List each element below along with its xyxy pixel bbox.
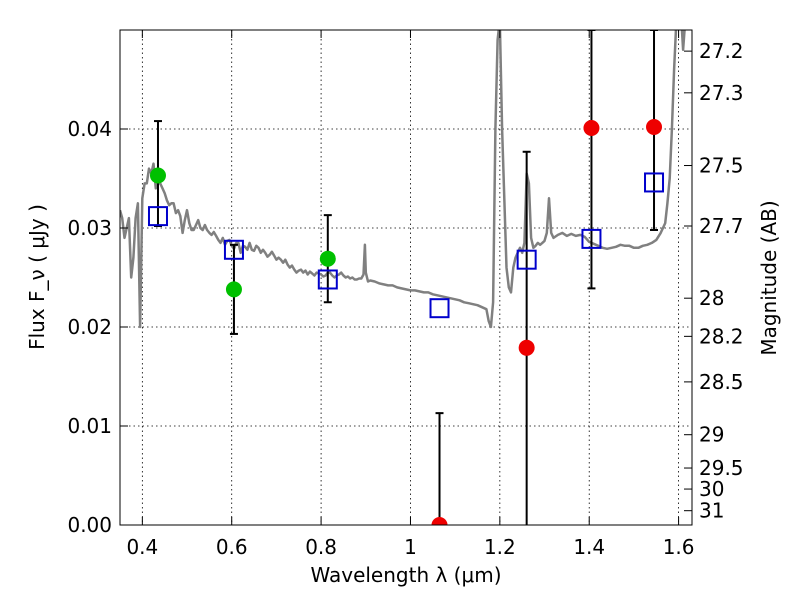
magnitude-tick-label: 28.2 xyxy=(699,324,744,348)
x-axis-title: Wavelength λ (μm) xyxy=(310,563,501,587)
y-tick-label: 0.01 xyxy=(67,414,112,438)
x-tick-label: 0.4 xyxy=(126,535,158,559)
x-axis-ticks: 0.4 0.6 0.8 1 1.2 1.4 1.6 xyxy=(126,30,695,559)
detection-point xyxy=(149,167,166,184)
synthetic-photometry-square xyxy=(644,172,665,193)
synthetic-photometry-square xyxy=(223,239,244,260)
magnitude-tick-label: 27.5 xyxy=(699,154,744,178)
synthetic-photometry-square xyxy=(516,249,537,270)
detection-series xyxy=(149,167,336,298)
x-tick-label: 0.8 xyxy=(305,535,337,559)
nondetection-point xyxy=(518,339,535,356)
nondetection-point xyxy=(646,119,663,136)
synthetic-photometry-square xyxy=(581,228,602,249)
magnitude-tick-label: 31 xyxy=(699,499,724,523)
x-tick-label: 1 xyxy=(404,535,417,559)
y-axis-title: Flux F_ν ( μJy ) xyxy=(25,204,49,350)
synthetic-photometry-square xyxy=(317,269,338,290)
x-tick-label: 0.6 xyxy=(216,535,248,559)
synthetic-photometry-square xyxy=(147,206,168,227)
y-tick-label: 0.03 xyxy=(67,216,112,240)
y-tick-label: 0.00 xyxy=(67,513,112,537)
x-tick-label: 1.4 xyxy=(573,535,605,559)
nondetection-series xyxy=(431,119,663,525)
model-spectrum-line xyxy=(120,30,686,329)
magnitude-tick-label: 27.3 xyxy=(699,81,744,105)
synthetic-photometry-series xyxy=(147,172,665,319)
magnitude-tick-label: 29 xyxy=(699,423,724,447)
grid-lines xyxy=(120,30,692,526)
detection-point xyxy=(319,250,336,267)
plot-background xyxy=(120,30,692,525)
x-tick-label: 1.6 xyxy=(663,535,695,559)
magnitude-tick-label: 30 xyxy=(699,477,724,501)
magnitude-tick-label: 28.5 xyxy=(699,370,744,394)
magnitude-tick-label: 29.5 xyxy=(699,456,744,480)
y-tick-label: 0.02 xyxy=(67,315,112,339)
plot-frame xyxy=(119,29,693,526)
x-tick-label: 1.2 xyxy=(484,535,516,559)
magnitude-tick-label: 27.7 xyxy=(699,214,744,238)
y-axis-ticks: 0.00 0.01 0.02 0.03 0.04 xyxy=(67,117,128,537)
y-tick-label: 0.04 xyxy=(67,117,112,141)
magnitude-tick-label: 27.2 xyxy=(699,39,744,63)
nondetection-point xyxy=(431,517,448,525)
detection-point xyxy=(225,281,242,298)
nondetection-point xyxy=(583,120,600,137)
synthetic-photometry-square xyxy=(429,298,450,319)
magnitude-axis-title: Magnitude (AB) xyxy=(757,200,781,355)
magnitude-tick-label: 28 xyxy=(699,286,724,310)
